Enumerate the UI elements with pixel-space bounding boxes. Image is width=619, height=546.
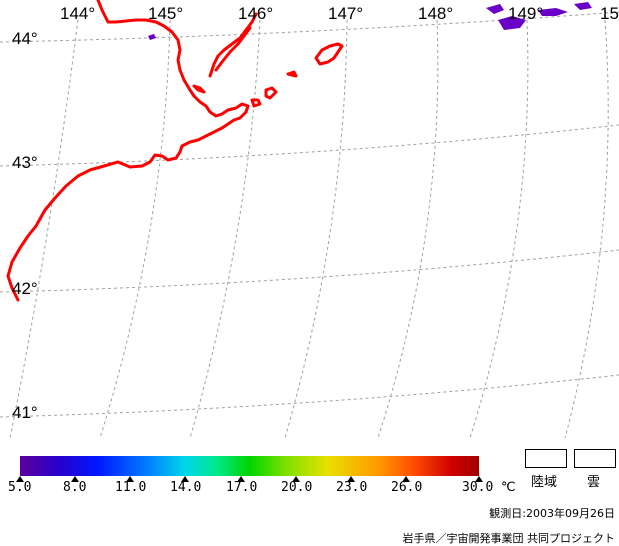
nemuro-tip	[192, 84, 206, 94]
colorbar-label: 11.0	[115, 480, 147, 495]
unit-label: ℃	[501, 480, 516, 495]
meridian-150	[564, 19, 609, 438]
colorbar-label: 5.0	[8, 480, 32, 495]
colorbar-tick	[71, 476, 79, 482]
lon-label-144: 144°	[60, 4, 95, 23]
colorbar-tick	[181, 476, 189, 482]
graticule	[0, 11, 619, 438]
lon-label-146: 146°	[238, 4, 273, 23]
colorbar-label: 26.0	[391, 480, 423, 495]
colorbar-tick	[126, 476, 134, 482]
meridian-144	[9, 19, 79, 438]
colorbar-tick	[16, 476, 24, 482]
colorbar-tick	[292, 476, 300, 482]
sst-map: 144° 145° 146° 147° 148° 149° 15 44° 43°…	[0, 0, 619, 438]
habomai-islands	[250, 70, 298, 108]
land-swatch	[525, 449, 567, 468]
colorbar-tick	[347, 476, 355, 482]
lat-label-44: 44°	[12, 29, 38, 48]
lon-label-150: 15	[600, 4, 619, 23]
colorbar-label: 8.0	[63, 480, 87, 495]
colorbar-label: 17.0	[226, 480, 258, 495]
shikotan	[314, 42, 344, 66]
cloud-patch-1	[486, 4, 504, 14]
shiretoko-peninsula	[208, 12, 258, 78]
meridian-149	[469, 19, 529, 438]
observation-date: 観測日:2003年09月26日	[489, 507, 615, 520]
meridian-145	[99, 19, 171, 438]
meridian-148	[377, 19, 439, 438]
lat-label-43: 43°	[12, 153, 38, 172]
longitude-labels: 144° 145° 146° 147° 148° 149° 15	[60, 4, 619, 23]
lon-label-147: 147°	[328, 4, 363, 23]
hokkaido-coast	[6, 0, 250, 302]
colorbar-tick	[237, 476, 245, 482]
cloud-patch-5	[148, 34, 156, 40]
lon-label-145: 145°	[148, 4, 183, 23]
lat-label-41: 41°	[12, 403, 38, 422]
meridian-147	[284, 19, 348, 438]
lon-label-149: 149°	[508, 4, 543, 23]
colorbar-label: 30.0	[462, 480, 494, 495]
cloud-swatch	[574, 449, 616, 468]
parallel-41	[0, 374, 619, 418]
parallel-42	[0, 249, 619, 293]
colorbar-label: 23.0	[336, 480, 368, 495]
lat-label-42: 42°	[12, 279, 38, 298]
cloud-label: 雲	[587, 475, 601, 490]
kunashiri	[214, 26, 252, 72]
cloud-patch-3	[538, 8, 568, 16]
colorbar-label: 20.0	[281, 480, 313, 495]
lon-label-148: 148°	[418, 4, 453, 23]
cloud-patch-2	[498, 16, 526, 30]
colorbar-tick	[402, 476, 410, 482]
land-label: 陸域	[531, 475, 558, 490]
parallel-43	[0, 124, 619, 167]
credit-text: 岩手県／宇宙開発事業団 共同プロジェクト	[402, 532, 616, 545]
coastline	[6, 0, 344, 302]
cloud-patches	[148, 2, 592, 40]
meridian-146	[189, 19, 261, 438]
parallel-44	[0, 11, 619, 43]
latitude-labels: 44° 43° 42° 41°	[12, 29, 38, 422]
cloud-patch-4	[574, 2, 592, 10]
colorbar-label: 14.0	[170, 480, 202, 495]
colorbar-tick	[475, 476, 483, 482]
temperature-colorbar	[20, 456, 479, 476]
